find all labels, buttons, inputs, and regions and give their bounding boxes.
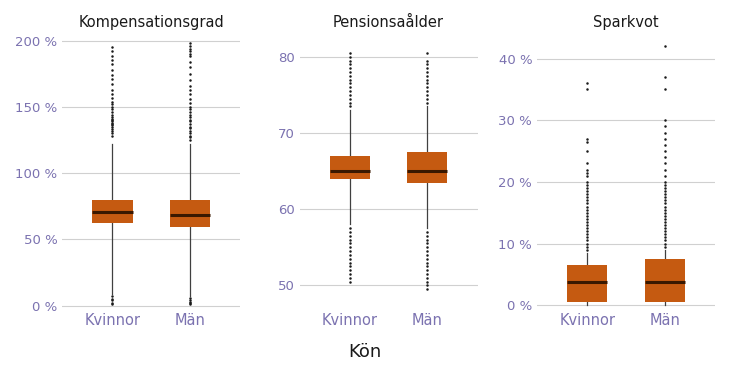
- Bar: [92, 200, 133, 223]
- Bar: [169, 200, 210, 227]
- Title: Pensionsaålder: Pensionsaålder: [333, 15, 444, 30]
- Bar: [567, 265, 607, 302]
- Title: Sparkvot: Sparkvot: [593, 15, 658, 30]
- Title: Kompensationsgrad: Kompensationsgrad: [78, 15, 224, 30]
- Bar: [330, 156, 370, 179]
- Bar: [645, 259, 685, 302]
- Text: Kön: Kön: [348, 343, 382, 361]
- Bar: [407, 152, 447, 182]
